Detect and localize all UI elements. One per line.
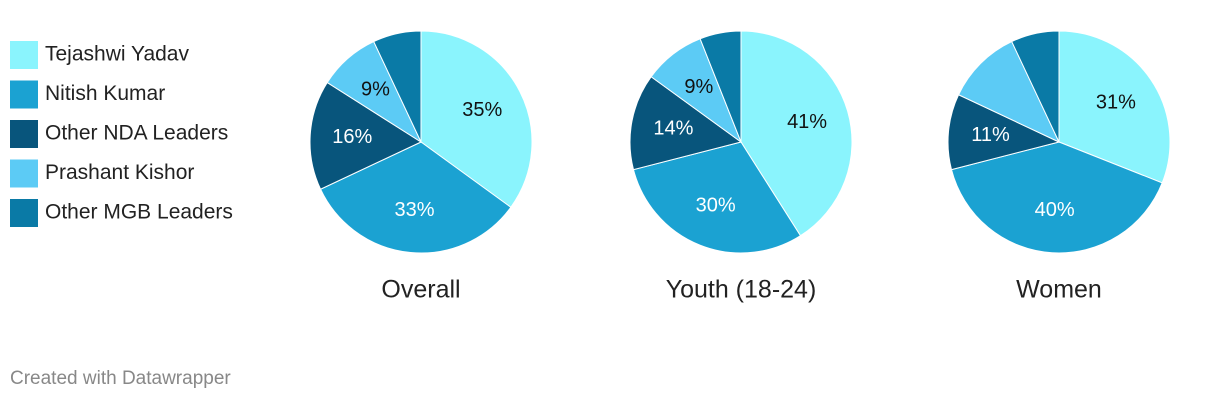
value-label: 35% <box>462 99 502 121</box>
pie-title: Overall <box>381 276 460 304</box>
legend-swatch <box>10 159 38 188</box>
value-label: 40% <box>1035 199 1075 221</box>
pie-slice <box>699 30 742 143</box>
pie-slice <box>950 141 1163 254</box>
value-label: 30% <box>696 194 736 216</box>
legend-swatch <box>10 41 38 69</box>
legend-label: Other NDA Leaders <box>45 122 228 145</box>
legend-swatch <box>10 80 38 109</box>
legend-label: Tejashwi Yadav <box>45 43 189 66</box>
pie-slice <box>740 30 853 237</box>
value-label: 9% <box>361 79 390 101</box>
pie-slice <box>632 141 802 254</box>
pie-slice <box>420 30 533 208</box>
legend-label: Prashant Kishor <box>45 161 194 184</box>
pie-title: Youth (18-24) <box>666 276 817 304</box>
value-label: 11% <box>971 124 1010 146</box>
value-label: 31% <box>1096 92 1136 114</box>
legend-label: Other MGB Leaders <box>45 201 233 224</box>
value-label: 9% <box>684 76 713 98</box>
legend-swatch <box>10 120 38 148</box>
pie-slice <box>319 141 512 254</box>
pie-slice <box>947 94 1061 171</box>
pie-slice <box>1011 30 1060 143</box>
pie-slice <box>957 40 1061 144</box>
pie-slice <box>309 81 423 190</box>
value-label: 14% <box>653 117 693 139</box>
credit: Created with Datawrapper <box>10 368 231 389</box>
pie-slice <box>373 30 422 143</box>
value-label: 16% <box>332 126 372 148</box>
legend-label: Nitish Kumar <box>45 82 165 105</box>
value-label: 33% <box>395 199 435 221</box>
pie-slice <box>1058 30 1171 184</box>
value-label: 41% <box>787 111 827 133</box>
legend-swatch <box>10 199 38 227</box>
pie-title: Women <box>1016 276 1102 304</box>
pie-slice <box>629 76 743 171</box>
